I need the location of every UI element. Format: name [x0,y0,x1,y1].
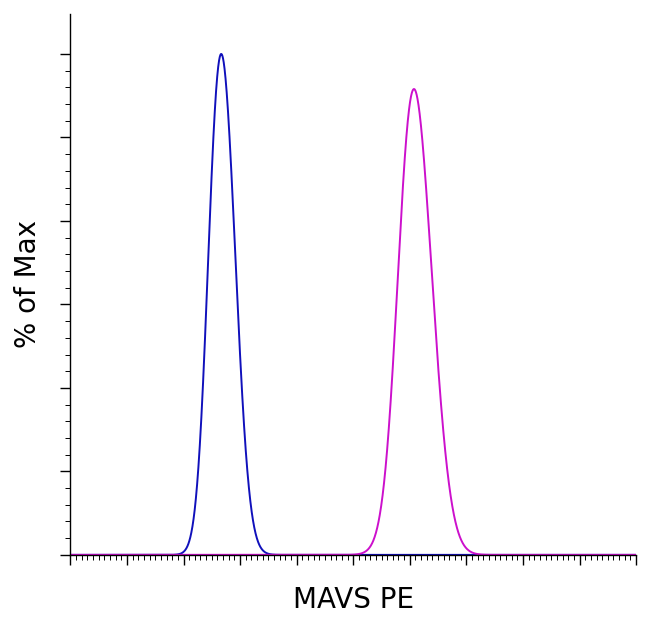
X-axis label: MAVS PE: MAVS PE [292,586,414,614]
Y-axis label: % of Max: % of Max [14,220,42,349]
